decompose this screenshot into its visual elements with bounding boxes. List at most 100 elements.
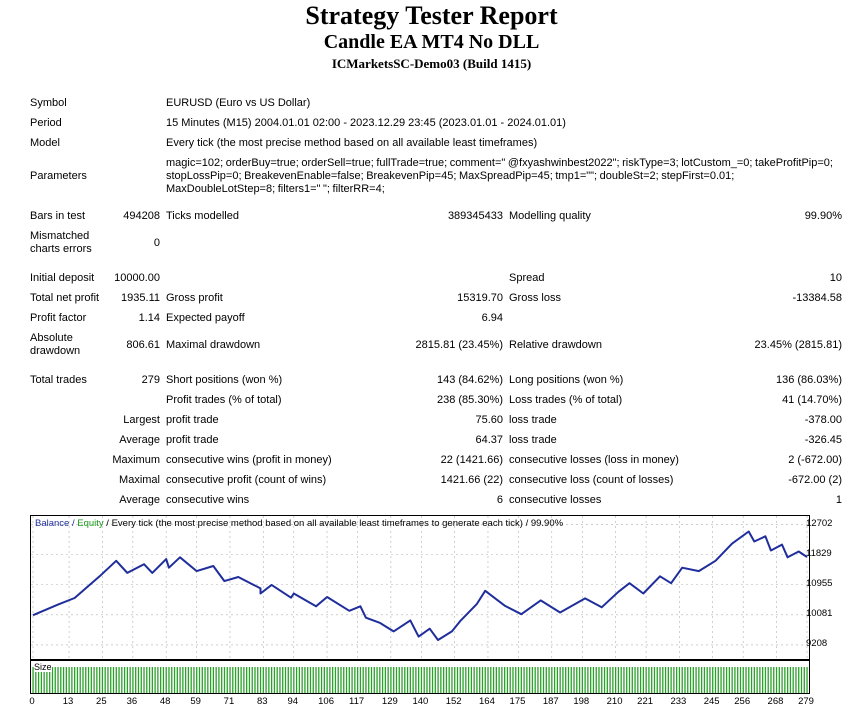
x-tick-label: 71 xyxy=(223,696,235,707)
size-bar-mark xyxy=(442,667,445,693)
size-bar-mark xyxy=(312,667,314,693)
size-bar: Size xyxy=(30,660,810,694)
size-bar-mark xyxy=(462,667,464,693)
size-bar-mark xyxy=(215,667,217,693)
size-bar-mark xyxy=(326,667,328,693)
gross-profit-label: Gross profit xyxy=(166,292,223,304)
size-bar-mark xyxy=(700,667,703,693)
size-bar-mark xyxy=(204,667,206,693)
size-bar-mark xyxy=(431,667,434,693)
size-bar-mark xyxy=(62,667,65,693)
x-tick-label: 268 xyxy=(767,696,784,707)
size-bar-mark xyxy=(770,667,772,693)
bars-value: 494208 xyxy=(123,210,160,222)
size-bar-mark xyxy=(645,667,647,693)
size-bar-mark xyxy=(800,667,803,693)
size-bar-mark xyxy=(762,667,764,693)
profit-factor-label: Profit factor xyxy=(30,312,87,324)
size-bar-mark xyxy=(82,667,84,693)
size-bar-mark xyxy=(71,667,73,693)
size-bar-mark xyxy=(523,667,525,693)
size-bar-mark xyxy=(157,667,159,693)
size-bar-mark xyxy=(295,667,298,693)
size-bar-mark xyxy=(223,667,226,693)
gross-loss-label: Gross loss xyxy=(509,292,561,304)
size-bar-mark xyxy=(723,667,725,693)
size-bar-mark xyxy=(381,667,384,693)
size-bar-mark xyxy=(576,667,578,693)
size-bar-mark xyxy=(362,667,364,693)
size-bar-mark xyxy=(179,667,181,693)
size-bar-mark xyxy=(634,667,636,693)
size-bar-mark xyxy=(270,667,273,693)
size-bar-mark xyxy=(454,667,456,693)
x-tick-label: 164 xyxy=(479,696,495,707)
size-bar-mark xyxy=(65,667,67,693)
size-bar-mark xyxy=(742,667,744,693)
size-bar-mark xyxy=(670,667,672,693)
size-bar-mark xyxy=(354,667,356,693)
size-bar-mark xyxy=(287,667,289,693)
max-consecutive-wins-value: 22 (1421.66) xyxy=(440,454,503,466)
size-bar-mark xyxy=(767,667,769,693)
size-bar-mark xyxy=(332,667,334,693)
size-bar-mark xyxy=(476,667,478,693)
size-bar-mark xyxy=(93,667,95,693)
size-bar-mark xyxy=(368,667,370,693)
size-bar-mark xyxy=(412,667,414,693)
size-bar-mark xyxy=(60,667,62,693)
size-bar-mark xyxy=(789,667,792,693)
size-bar-mark xyxy=(712,667,714,693)
size-bar-mark xyxy=(731,667,733,693)
size-bar-mark xyxy=(653,667,656,693)
size-bar-mark xyxy=(390,667,392,693)
total-trades-value: 279 xyxy=(141,374,160,386)
size-bar-mark xyxy=(595,667,597,693)
size-bar-mark xyxy=(581,667,583,693)
size-bar-mark xyxy=(282,667,284,693)
size-bar-mark xyxy=(40,667,43,693)
size-bar-mark xyxy=(490,667,492,693)
size-bar-mark xyxy=(687,667,689,693)
size-bar-mark xyxy=(748,667,750,693)
size-bar-mark xyxy=(734,667,736,693)
size-bar-mark xyxy=(626,667,628,693)
quality-value: 99.90% xyxy=(804,210,842,222)
deposit-label: Initial deposit xyxy=(30,272,95,284)
size-bar-mark xyxy=(279,667,281,693)
size-bar-mark xyxy=(251,667,253,693)
parameters-value: magic=102; orderBuy=true; orderSell=true… xyxy=(166,157,833,195)
size-bar-mark xyxy=(221,667,223,693)
size-bar-mark xyxy=(764,667,767,693)
size-bar-mark xyxy=(531,667,534,693)
size-bar-mark xyxy=(74,667,76,693)
period-label: Period xyxy=(30,117,62,129)
size-bar-mark xyxy=(246,667,248,693)
report-subtitle: Candle EA MT4 No DLL xyxy=(323,31,540,53)
size-bar-mark xyxy=(284,667,287,693)
size-bar-mark xyxy=(37,667,40,693)
legend-balance: Balance xyxy=(35,518,70,529)
size-bar-mark xyxy=(301,667,303,693)
size-bar-mark xyxy=(276,667,278,693)
size-bar-mark xyxy=(678,667,681,693)
size-bar-mark xyxy=(598,667,600,693)
size-bar-mark xyxy=(617,667,620,693)
size-bar-mark xyxy=(140,667,142,693)
size-bar-mark xyxy=(628,667,631,693)
size-bar-mark xyxy=(429,667,431,693)
size-bar-mark xyxy=(590,667,592,693)
average-profit-value: 64.37 xyxy=(475,434,503,446)
size-bar-mark xyxy=(343,667,345,693)
size-bar-mark xyxy=(631,667,633,693)
net-profit-label: Total net profit xyxy=(30,292,100,304)
size-bar-mark xyxy=(637,667,639,693)
size-bar-mark xyxy=(57,667,59,693)
gross-profit-value: 15319.70 xyxy=(457,292,503,304)
size-bar-mark xyxy=(184,667,187,693)
gross-loss-value: -13384.58 xyxy=(792,292,842,304)
size-bar-mark xyxy=(43,667,45,693)
y-tick-label: 10955 xyxy=(806,577,833,589)
size-bar-mark xyxy=(207,667,209,693)
size-bar-mark xyxy=(562,667,564,693)
